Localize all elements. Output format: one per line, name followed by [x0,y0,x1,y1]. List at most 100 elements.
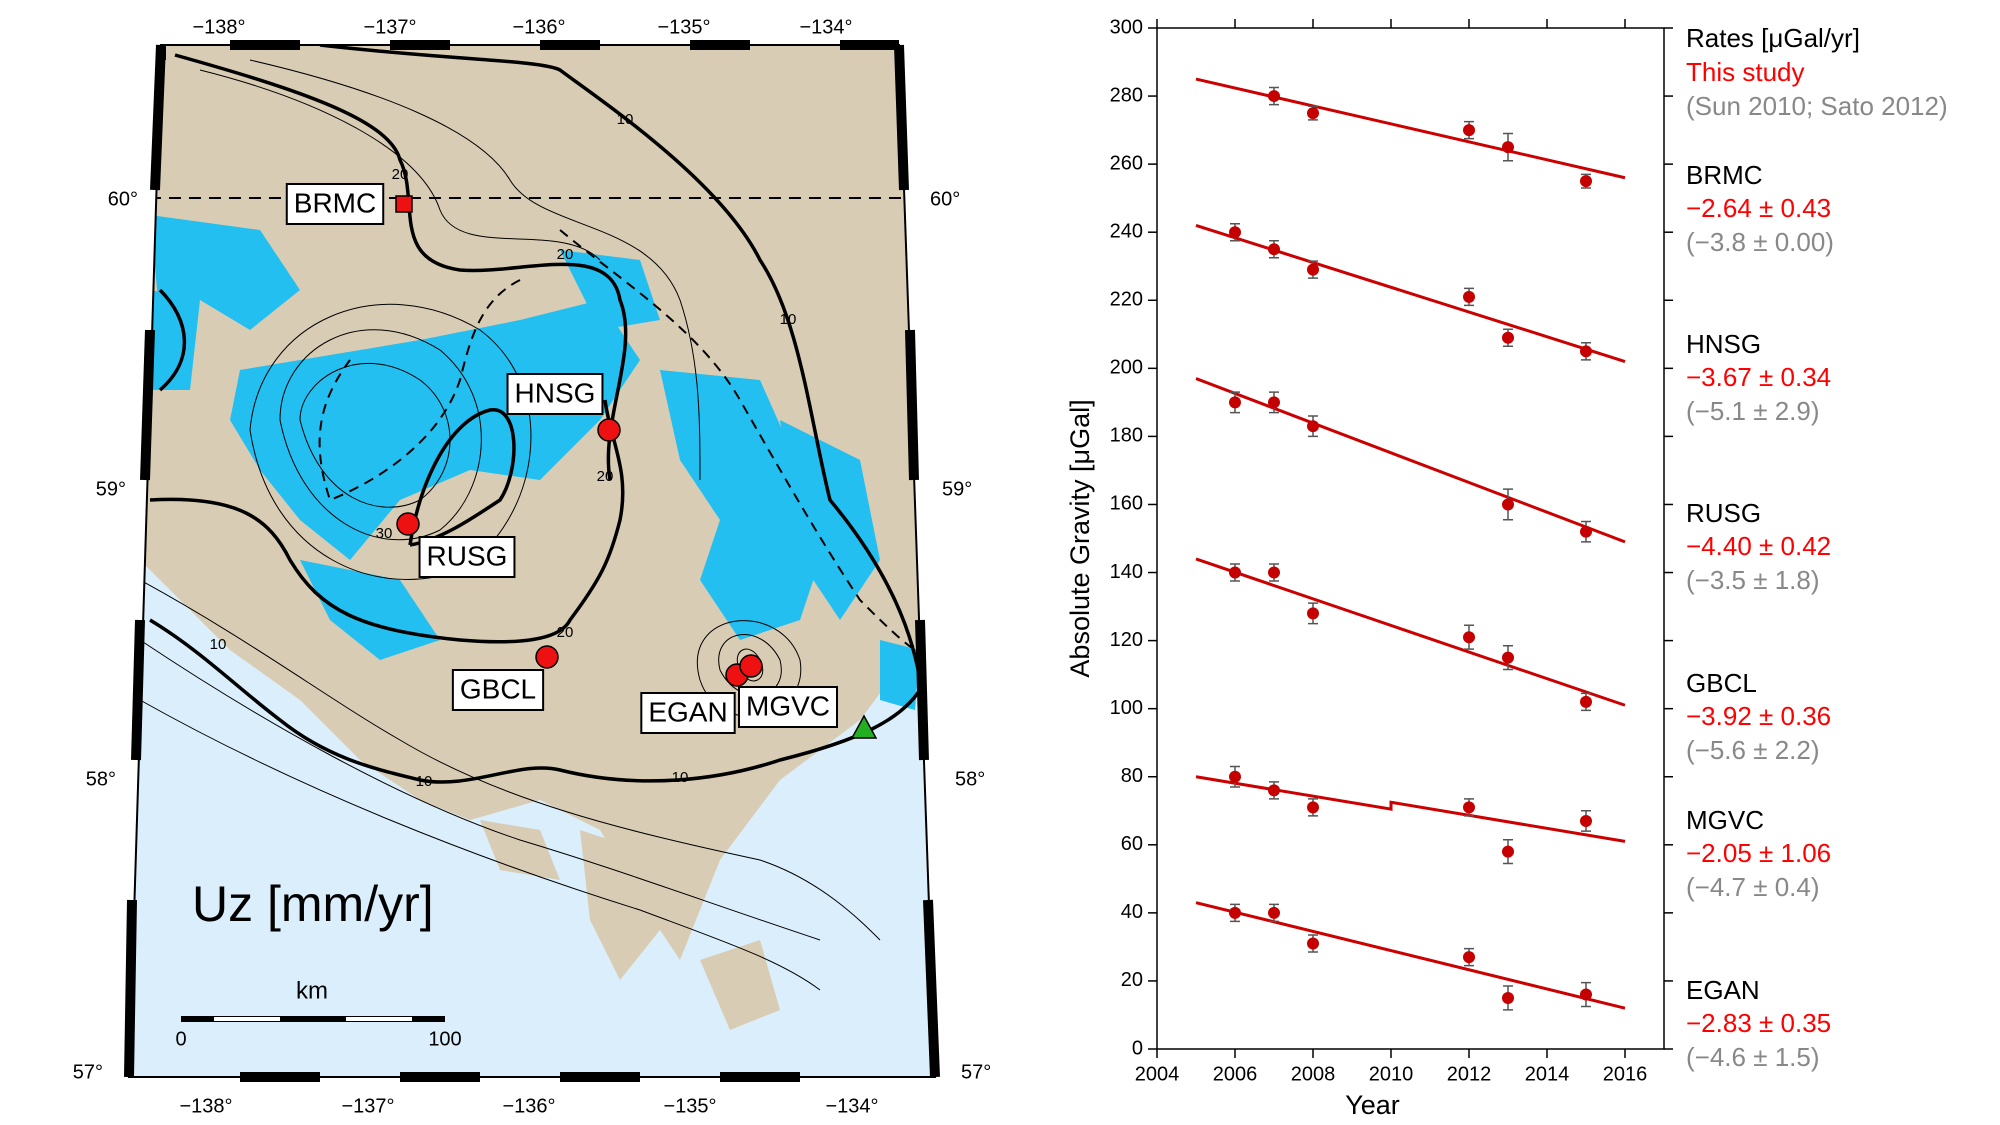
y-tick-label: 260 [1110,152,1143,174]
point [1463,631,1475,644]
point [1502,991,1514,1004]
legend-this: This study [1686,57,1805,87]
fit-line [1195,557,1626,707]
contour-label: 10 [672,769,689,786]
point [1268,90,1280,103]
legend-prior-rate: (−3.5 ± 1.8) [1686,565,1820,595]
station-label: RUSG [427,540,508,571]
station-label-box [640,692,736,734]
station-marker [396,512,420,536]
station-label: EGAN [648,696,727,727]
y-tick-label: 160 [1110,493,1143,515]
legend-name: BRMC [1686,160,1763,190]
plot-frame [1156,27,1665,1050]
lon-label: −137° [341,1095,394,1117]
station-label-box [506,373,604,415]
x-tick-label: 2008 [1291,1063,1336,1085]
lat-label: 59° [96,478,126,500]
contours [139,45,922,991]
x-tick-label: 2006 [1213,1063,1258,1085]
contour-label: 30 [376,525,393,542]
legend-name: HNSG [1686,329,1761,359]
point [1229,226,1241,239]
point [1268,243,1280,256]
point [1580,175,1592,188]
station-label-box [285,183,385,225]
lon-label: −138° [192,16,245,38]
legend-prior-rate: (−4.6 ± 1.5) [1686,1042,1820,1072]
station-label: BRMC [294,187,376,218]
contour-label: 10 [416,773,433,790]
point [1268,784,1280,797]
legend-name: MGVC [1686,805,1764,835]
y-tick-label: 100 [1110,697,1143,719]
lon-label: −137° [363,16,416,38]
lat-label: 58° [86,768,116,790]
y-tick-label: 180 [1110,425,1143,447]
x-tick-label: 2012 [1447,1063,1492,1085]
point [1307,937,1319,950]
lon-label: −135° [657,16,710,38]
gps-station [850,714,878,739]
point [1502,141,1514,154]
contour-label: 20 [557,246,574,263]
legend-rate: −4.40 ± 0.42 [1686,531,1831,561]
station-label-box [451,669,545,711]
point [1229,396,1241,409]
point [1463,951,1475,964]
legend-prior-rate: (−3.8 ± 0.00) [1686,227,1834,257]
station-label: HNSG [515,377,596,408]
contour-label: 10 [780,311,797,328]
chart: 0 20 40 60 80 100 120 140 160 180 200 220 240 260 280 3… [1065,16,1948,1120]
legend-rate: −3.92 ± 0.36 [1686,701,1831,731]
point [1307,263,1319,276]
point [1268,906,1280,919]
fit-line [1195,775,1626,843]
point [1268,396,1280,409]
station-label: MGVC [746,690,830,721]
map-title: Uz [mm/yr] [192,876,434,932]
legend-prior-rate: (−5.1 ± 2.9) [1686,396,1820,426]
legend-name: EGAN [1686,975,1760,1005]
scale-bar [181,1016,445,1022]
station-marker [395,195,413,213]
x-tick-label: 2010 [1369,1063,1414,1085]
point [1502,845,1514,858]
x-tick-label: 2014 [1525,1063,1570,1085]
legend-rate: −2.64 ± 0.43 [1686,193,1831,223]
y-tick-label: 120 [1110,629,1143,651]
ice [150,215,920,710]
legend-prior-rate: (−5.6 ± 2.2) [1686,735,1820,765]
legend-rate: −3.67 ± 0.34 [1686,362,1831,392]
x-tick-label: 2016 [1603,1063,1648,1085]
contour-label: 20 [597,468,614,485]
lat-label: 60° [108,188,138,210]
point [1307,607,1319,620]
point [1580,345,1592,358]
lat-label: 57° [73,1061,103,1083]
scale-end: 100 [428,1028,461,1050]
fit-line [1195,223,1626,363]
scale-bar-seg [214,1017,247,1021]
contour-label: 10 [617,111,634,128]
point [1580,695,1592,708]
y-tick-label: 80 [1121,765,1143,787]
fit-line [1195,77,1626,180]
station-label: GBCL [460,673,536,704]
point [1229,906,1241,919]
point [1502,331,1514,344]
frame-ticks [124,40,940,1082]
point [1229,770,1241,783]
scale-bar-seg [247,1017,280,1021]
y-tick-label: 20 [1121,969,1143,991]
y-tick-label: 280 [1110,84,1143,106]
station-marker [739,654,763,678]
y-tick-label: 140 [1110,561,1143,583]
point [1502,651,1514,664]
point [1580,988,1592,1001]
lon-label: −138° [179,1095,232,1117]
lon-label: −135° [663,1095,716,1117]
contour-label: 10 [210,636,227,653]
lon-label: −136° [512,16,565,38]
